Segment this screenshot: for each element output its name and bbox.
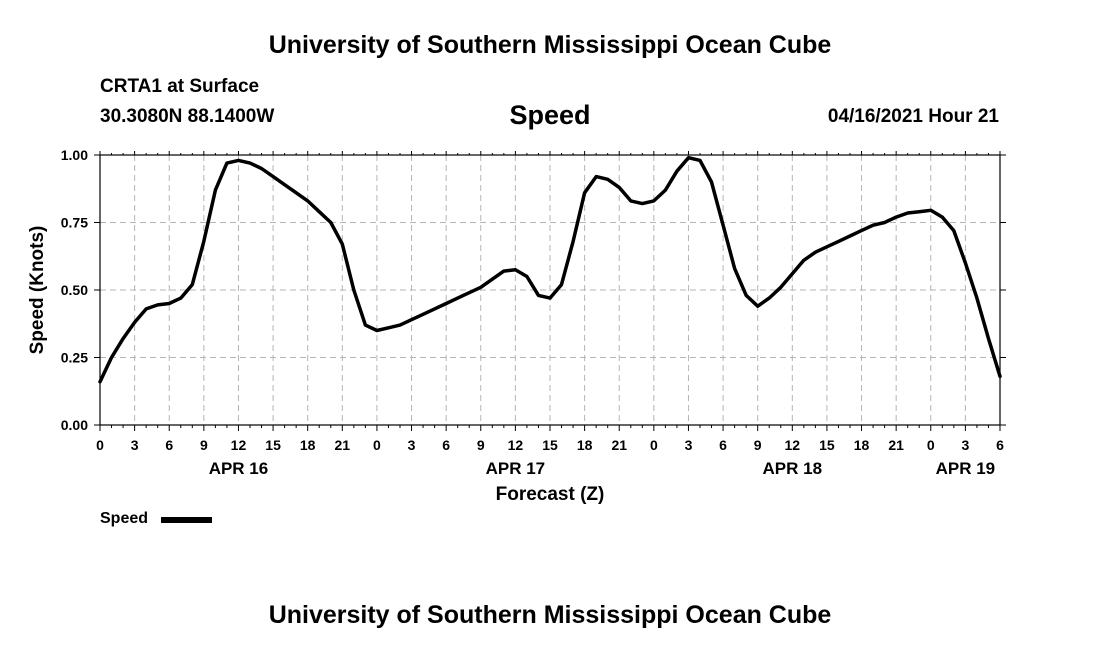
date-label: APR 17 (486, 459, 546, 478)
y-tick-label: 0.75 (61, 215, 88, 231)
x-tick-label: 9 (754, 437, 762, 453)
x-tick-label: 0 (650, 437, 658, 453)
x-tick-label: 3 (961, 437, 969, 453)
date-label: APR 19 (936, 459, 996, 478)
x-tick-label: 15 (265, 437, 281, 453)
y-tick-label: 1.00 (61, 147, 88, 163)
date-label: APR 18 (763, 459, 823, 478)
x-tick-label: 6 (165, 437, 173, 453)
y-tick-label: 0.25 (61, 350, 88, 366)
x-tick-label: 6 (442, 437, 450, 453)
x-tick-label: 9 (477, 437, 485, 453)
x-tick-label: 18 (300, 437, 316, 453)
datetime-label: 04/16/2021 Hour 21 (827, 106, 999, 127)
page-title-bottom: University of Southern Mississippi Ocean… (268, 601, 832, 629)
x-tick-label: 12 (508, 437, 524, 453)
page-title-top: University of Southern Mississippi Ocean… (268, 31, 832, 59)
x-tick-label: 18 (854, 437, 870, 453)
station-label: CRTA1 at Surface (100, 76, 260, 97)
x-tick-label: 21 (335, 437, 351, 453)
x-tick-label: 21 (611, 437, 627, 453)
x-tick-label: 6 (996, 437, 1004, 453)
y-tick-label: 0.50 (61, 282, 88, 298)
legend-line-swatch (161, 517, 212, 523)
x-tick-label: 12 (785, 437, 801, 453)
x-tick-label: 15 (819, 437, 835, 453)
y-tick-label: 0.00 (61, 417, 88, 433)
coordinates-label: 30.3080N 88.1400W (100, 106, 275, 127)
x-tick-label: 3 (685, 437, 693, 453)
chart-title: Speed (509, 100, 591, 130)
date-label: APR 16 (209, 459, 269, 478)
x-tick-label: 3 (408, 437, 416, 453)
series-line-speed (98, 155, 1002, 384)
x-tick-label: 3 (131, 437, 139, 453)
x-tick-label: 15 (542, 437, 558, 453)
x-tick-label: 21 (888, 437, 904, 453)
y-axis-label: Speed (Knots) (27, 226, 48, 355)
legend-label: Speed (100, 510, 149, 527)
x-tick-label: 0 (373, 437, 381, 453)
x-tick-label: 12 (231, 437, 247, 453)
x-tick-label: 6 (719, 437, 727, 453)
x-tick-label: 0 (927, 437, 935, 453)
x-tick-label: 0 (96, 437, 104, 453)
x-tick-label: 9 (200, 437, 208, 453)
x-tick-label: 18 (577, 437, 593, 453)
x-axis-label: Forecast (Z) (496, 484, 605, 505)
